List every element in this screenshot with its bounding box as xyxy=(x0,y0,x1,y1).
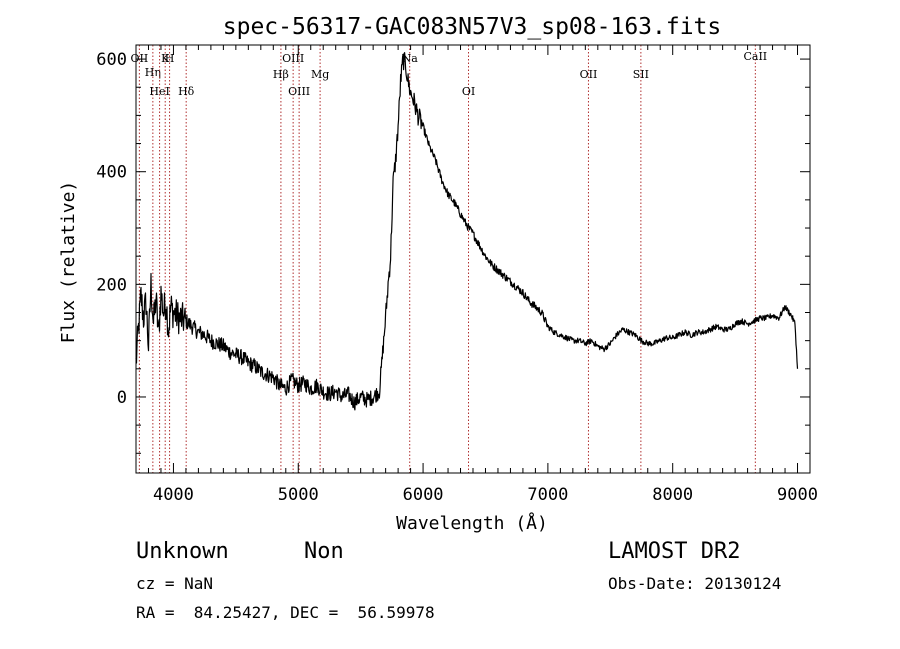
y-tick-label: 600 xyxy=(96,50,127,70)
redshift-label: cz = NaN xyxy=(136,574,214,593)
x-tick-label: 8000 xyxy=(652,485,693,505)
line-marker-label: K xyxy=(161,52,170,65)
coordinates-label: RA = 84.25427, DEC = 56.59978 xyxy=(136,603,435,622)
x-tick-label: 5000 xyxy=(278,485,319,505)
y-tick-label: 200 xyxy=(96,275,127,295)
line-marker-label: OI xyxy=(462,85,475,98)
line-marker-label: Mg xyxy=(311,68,329,81)
x-axis-label: Wavelength (Å) xyxy=(396,512,548,534)
survey-label: LAMOST DR2 xyxy=(608,539,741,564)
spectrum-series xyxy=(135,51,799,411)
x-tick-label: 6000 xyxy=(403,485,444,505)
class-label: Unknown xyxy=(136,539,229,564)
line-marker-label: OII xyxy=(580,68,598,81)
line-marker-label: SII xyxy=(633,68,649,81)
subclass-label: Non xyxy=(304,539,344,564)
x-tick-label: 4000 xyxy=(153,485,194,505)
x-tick-label: 9000 xyxy=(777,485,818,505)
y-tick-label: 0 xyxy=(117,388,127,408)
line-marker-label: Hβ xyxy=(273,68,289,81)
line-marker-label: HeI xyxy=(149,85,169,98)
line-marker-label: CaII xyxy=(743,50,767,63)
line-marker-label: Hδ xyxy=(178,85,195,98)
spectrum-line xyxy=(135,51,799,411)
obs-date-label: Obs-Date: 20130124 xyxy=(608,574,782,593)
x-tick-label: 7000 xyxy=(527,485,568,505)
y-tick-label: 400 xyxy=(96,163,127,183)
line-marker-label: H xyxy=(165,52,175,65)
line-marker-label: OIII xyxy=(288,85,310,98)
y-axis-label: Flux (relative) xyxy=(58,181,79,344)
line-marker-label: OIII xyxy=(282,52,304,65)
plot-axes: 4000 5000 6000 7000 8000 9000 0 200 400 600 xyxy=(96,44,818,505)
chart-title: spec-56317-GAC083N57V3_sp08-163.fits xyxy=(223,14,722,40)
line-marker-label: OII xyxy=(131,52,149,65)
line-marker-label: Hη xyxy=(145,66,161,79)
